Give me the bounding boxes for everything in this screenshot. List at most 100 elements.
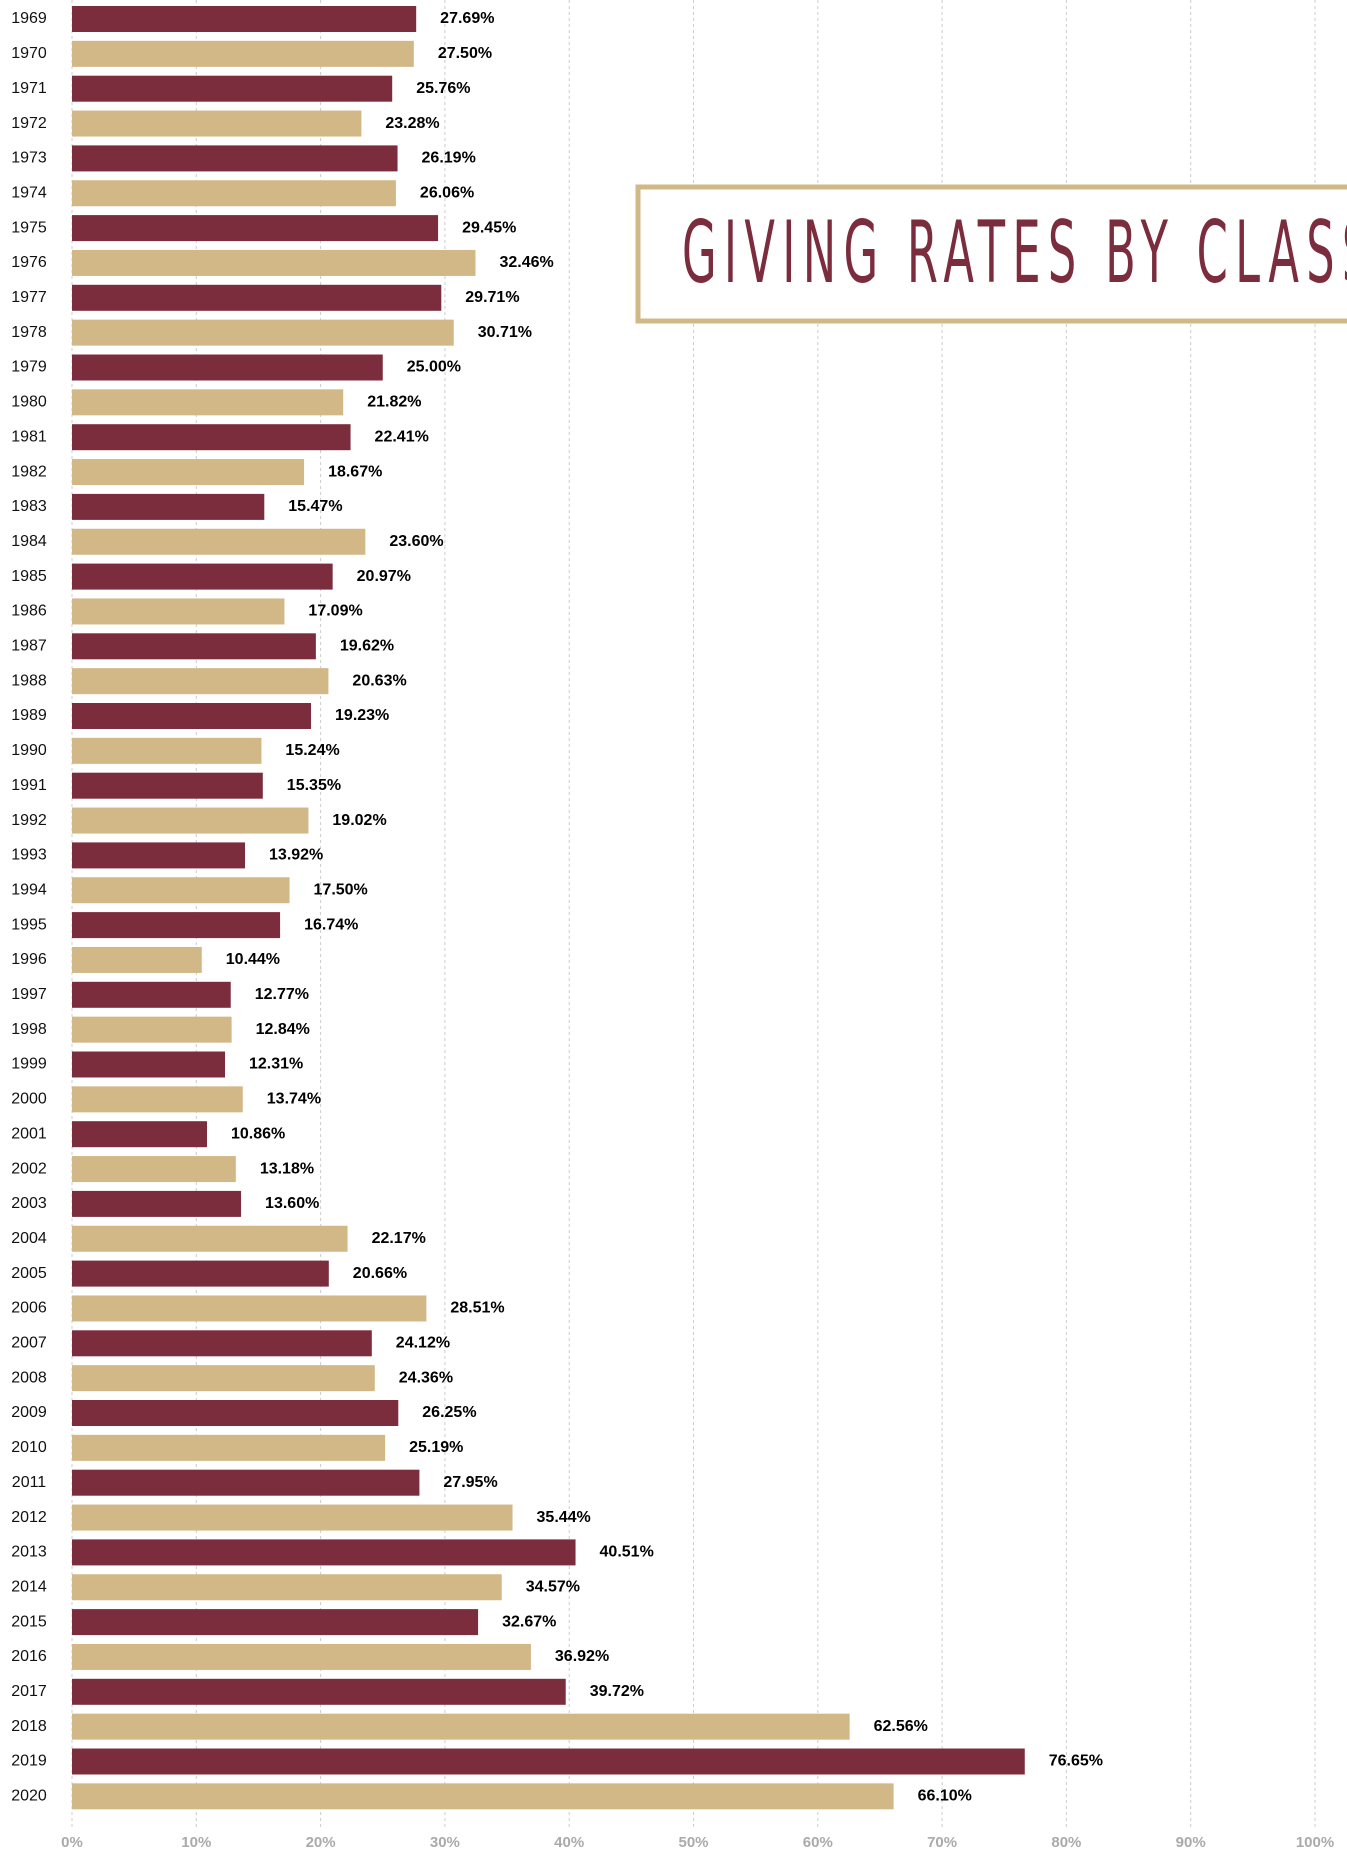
y-tick-label: 2014 — [11, 1578, 47, 1595]
bar — [72, 1678, 566, 1705]
value-label: 12.77% — [255, 986, 309, 1003]
x-tick-label: 50% — [678, 1834, 708, 1851]
value-label: 29.45% — [462, 219, 516, 236]
y-tick-label: 2003 — [11, 1195, 47, 1212]
y-tick-label: 2013 — [11, 1544, 47, 1561]
value-label: 13.74% — [267, 1091, 321, 1108]
y-tick-label: 1993 — [11, 847, 47, 864]
x-tick-label: 70% — [927, 1834, 957, 1851]
bar — [72, 912, 281, 939]
bar — [72, 1086, 243, 1113]
bar — [72, 389, 344, 416]
bar — [72, 284, 442, 311]
y-tick-label: 1996 — [11, 951, 47, 968]
value-label: 23.60% — [389, 533, 443, 550]
value-label: 26.25% — [422, 1404, 476, 1421]
bar — [72, 1643, 531, 1670]
bar — [72, 180, 396, 207]
y-tick-label: 1986 — [11, 603, 47, 620]
bar — [72, 75, 393, 102]
value-label: 66.10% — [918, 1788, 972, 1805]
value-label: 19.62% — [340, 638, 394, 655]
value-label: 17.50% — [314, 881, 368, 898]
bar — [72, 1365, 375, 1392]
bar — [72, 1051, 226, 1078]
value-label: 39.72% — [590, 1683, 644, 1700]
y-tick-label: 1975 — [11, 219, 47, 236]
y-tick-label: 1994 — [11, 881, 47, 898]
value-label: 17.09% — [308, 603, 362, 620]
value-label: 16.74% — [304, 916, 358, 933]
y-tick-label: 1977 — [11, 289, 47, 306]
x-tick-label: 60% — [803, 1834, 833, 1851]
y-tick-label: 1991 — [11, 777, 47, 794]
bar — [72, 1469, 420, 1496]
title-box — [635, 184, 1347, 324]
value-label: 19.02% — [332, 812, 386, 829]
bar — [72, 528, 366, 555]
y-tick-label: 1976 — [11, 254, 47, 271]
y-tick-label: 1984 — [11, 533, 47, 550]
bar — [72, 1713, 850, 1740]
bar — [72, 40, 414, 67]
value-label: 40.51% — [600, 1544, 654, 1561]
value-label: 13.92% — [269, 847, 323, 864]
bar — [72, 1330, 372, 1357]
value-label: 21.82% — [367, 394, 421, 411]
bar — [72, 1748, 1025, 1775]
y-tick-label: 1988 — [11, 672, 47, 689]
y-tick-label: 2005 — [11, 1265, 47, 1282]
bar — [72, 737, 262, 764]
value-label: 35.44% — [537, 1509, 591, 1526]
y-tick-label: 2015 — [11, 1613, 47, 1630]
bar — [72, 1504, 513, 1531]
y-tick-label: 2019 — [11, 1753, 47, 1770]
bar — [72, 1016, 232, 1043]
bar — [72, 110, 362, 137]
y-tick-label: 1981 — [11, 428, 47, 445]
value-label: 10.44% — [226, 951, 280, 968]
bar — [72, 1574, 502, 1601]
y-tick-label: 1974 — [11, 184, 47, 201]
bar — [72, 1225, 348, 1252]
value-label: 32.46% — [499, 254, 553, 271]
value-label: 20.97% — [357, 568, 411, 585]
y-tick-label: 2011 — [12, 1474, 47, 1491]
y-tick-label: 2020 — [11, 1788, 47, 1805]
y-tick-label: 1979 — [11, 359, 47, 376]
value-label: 29.71% — [465, 289, 519, 306]
bar — [72, 563, 333, 590]
y-tick-label: 2010 — [11, 1439, 47, 1456]
value-label: 12.84% — [256, 1021, 310, 1038]
bar — [72, 1260, 329, 1287]
y-tick-label: 1978 — [11, 324, 47, 341]
y-tick-label: 1999 — [11, 1056, 47, 1073]
value-label: 25.19% — [409, 1439, 463, 1456]
value-label: 27.95% — [443, 1474, 497, 1491]
y-tick-label: 1997 — [11, 986, 47, 1003]
bar — [72, 1156, 236, 1183]
y-tick-label: 2007 — [11, 1335, 47, 1352]
y-tick-label: 1990 — [11, 742, 47, 759]
y-tick-label: 2006 — [11, 1300, 47, 1317]
value-label: 26.06% — [420, 184, 474, 201]
value-label: 30.71% — [478, 324, 532, 341]
value-label: 22.41% — [375, 428, 429, 445]
bar — [72, 249, 476, 276]
y-tick-label: 2016 — [11, 1648, 47, 1665]
x-tick-label: 10% — [181, 1834, 211, 1851]
value-label: 26.19% — [422, 150, 476, 167]
bar — [72, 1434, 386, 1461]
chart-title: GIVING RATES BY CLASS — [682, 203, 1347, 303]
bars: 1969 27.69% 1970 27.50% 1971 25.76% 1972 23.28%… — [11, 6, 1103, 1810]
value-label: 28.51% — [450, 1300, 504, 1317]
bar — [72, 319, 454, 346]
y-tick-label: 1989 — [11, 707, 47, 724]
y-tick-label: 2009 — [11, 1404, 47, 1421]
y-tick-label: 1985 — [11, 568, 47, 585]
value-label: 36.92% — [555, 1648, 609, 1665]
bar — [72, 842, 246, 869]
y-tick-label: 2004 — [11, 1230, 47, 1247]
x-tick-label: 90% — [1176, 1834, 1206, 1851]
